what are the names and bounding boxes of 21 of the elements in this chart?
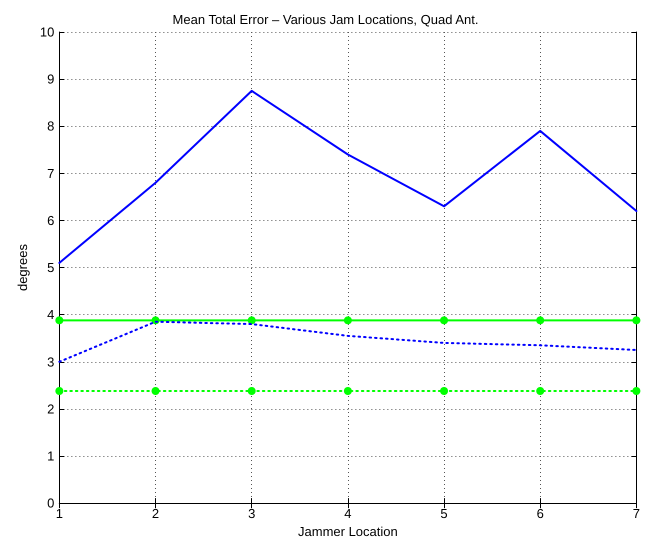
y-tick-label: 8 — [47, 118, 54, 134]
x-tick-label: 7 — [632, 506, 640, 522]
y-tick-label: 2 — [47, 401, 54, 416]
x-tick-label: 2 — [152, 506, 160, 522]
x-axis-title: Jammer Location — [298, 524, 398, 539]
y-tick-label: 7 — [47, 166, 54, 181]
x-tick-label: 3 — [248, 506, 256, 522]
line-series — [58, 90, 638, 264]
y-tick-label: 1 — [47, 448, 54, 464]
y-tick-label: 10 — [40, 24, 54, 40]
y-tick-label: 3 — [47, 354, 54, 370]
x-tick-label: 4 — [344, 506, 352, 522]
chart-title: Mean Total Error – Various Jam Locations, Quad Ant. — [172, 12, 478, 27]
y-tick-label: 4 — [47, 307, 54, 322]
y-tick-label: 0 — [47, 496, 54, 511]
x-tick-label: 6 — [536, 506, 544, 522]
y-tick-label: 5 — [47, 260, 54, 276]
y-tick-label: 9 — [47, 72, 54, 87]
x-tick-label: 5 — [440, 506, 448, 522]
y-axis-title: degrees — [15, 244, 30, 292]
y-tick-label: 6 — [47, 212, 54, 228]
